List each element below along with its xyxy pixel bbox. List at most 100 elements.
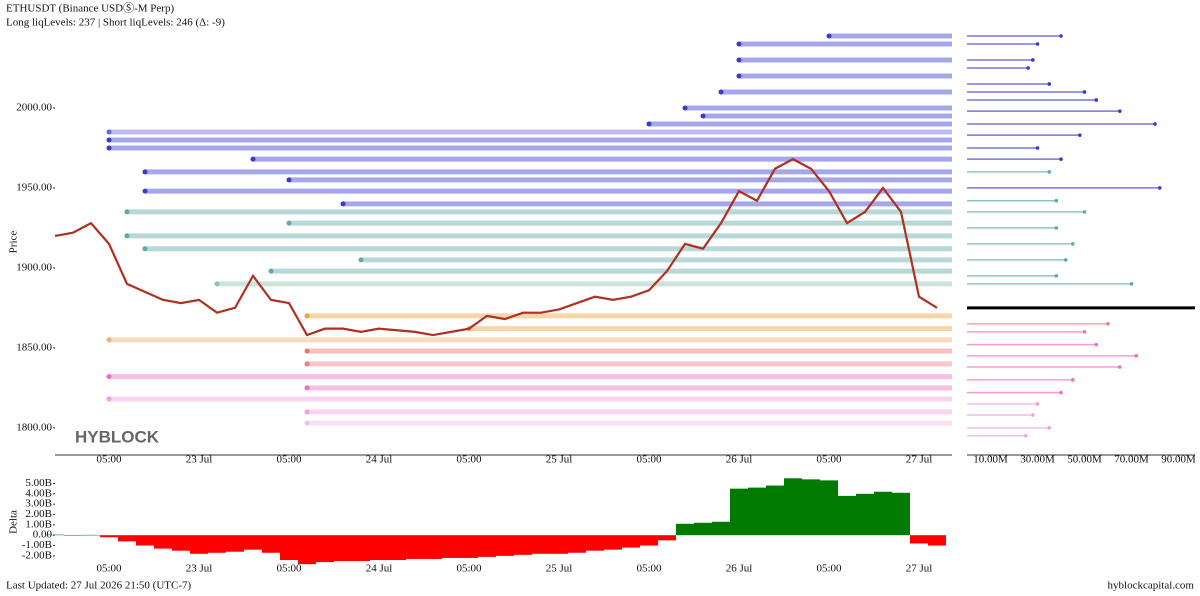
y-axis-label: Delta: [8, 510, 20, 534]
delta-bar: [424, 535, 442, 559]
y-tick-label: 1900.00: [16, 261, 52, 273]
liq-dot: [304, 361, 310, 367]
x-tick-label: 05:00: [96, 454, 122, 466]
liq-size-dot: [1031, 413, 1035, 417]
delta-bar: [352, 535, 370, 562]
liq-dot: [304, 385, 310, 391]
liq-size-dot: [1054, 274, 1059, 278]
liq-size-dot: [1153, 122, 1157, 126]
liq-dot: [700, 113, 706, 119]
liq-size-dot: [1026, 66, 1030, 70]
x-tick-label: 50.00M: [1067, 454, 1102, 466]
liq-size-dot: [1082, 330, 1087, 334]
liq-size-dot: [1054, 198, 1059, 203]
delta-bar: [190, 535, 208, 554]
x-tick-label: 26 Jul: [726, 563, 753, 575]
y-tick-label: 1950.00: [16, 181, 52, 193]
liq-levels: [106, 33, 952, 426]
y-axis-label: Price: [8, 231, 20, 254]
liq-size-dot: [1047, 82, 1052, 86]
liq-size-dot: [1094, 98, 1099, 102]
delta-bar: [478, 535, 496, 557]
delta-bar: [820, 480, 838, 536]
x-tick-label: 05:00: [276, 454, 302, 466]
liq-size-dot: [1059, 157, 1063, 161]
liq-dot: [268, 268, 274, 274]
delta-bar: [334, 535, 352, 562]
liq-dot: [106, 337, 112, 343]
y-tick-label: -2.00B: [22, 549, 52, 561]
liq-size-dot: [1078, 133, 1082, 137]
delta-bar: [442, 535, 460, 558]
y-tick-label: 2.00B: [25, 508, 52, 520]
delta-bar: [262, 535, 280, 553]
chart-title: ETHUSDT (Binance USDⓈ-M Perp): [6, 2, 174, 15]
liq-dot: [286, 177, 292, 183]
liq-size-dot: [1047, 170, 1052, 174]
x-tick-label: 25 Jul: [546, 563, 573, 575]
liq-size-dot: [1117, 109, 1122, 113]
liq-dot: [736, 73, 742, 79]
delta-bar: [892, 492, 910, 536]
delta-bar: [766, 485, 784, 536]
delta-bar: [208, 535, 226, 553]
y-tick-label: 1800.00: [16, 421, 52, 433]
y-tick-label: 3.00B: [25, 498, 52, 510]
liq-dot: [106, 129, 112, 135]
delta-bar: [712, 521, 730, 536]
delta-bar: [388, 535, 406, 561]
liq-size-dot: [1059, 34, 1063, 38]
liq-dot: [358, 257, 364, 263]
footer-site: hyblockcapital.com: [1108, 580, 1195, 592]
liq-dot: [106, 396, 112, 402]
x-tick-label: 26 Jul: [726, 454, 753, 466]
delta-bar: [550, 535, 568, 554]
liq-size-dot: [1070, 378, 1075, 382]
delta-bar: [172, 535, 190, 551]
delta-bar: [406, 535, 424, 559]
delta-bar: [370, 535, 388, 561]
delta-bar: [118, 535, 136, 542]
liq-dot: [682, 105, 688, 111]
liq-dot: [646, 121, 652, 127]
delta-bar: [280, 535, 298, 561]
delta-bar: [910, 535, 928, 544]
liq-size-dot: [1035, 402, 1040, 406]
liq-dot: [214, 281, 220, 287]
liq-size-dot: [1031, 58, 1035, 62]
x-tick-label: 05:00: [96, 563, 122, 575]
liq-dot: [718, 89, 724, 95]
delta-bar: [928, 535, 946, 546]
chart-subtitle: Long liqLevels: 237 | Short liqLevels: 2…: [6, 17, 225, 29]
liq-size-dot: [1134, 354, 1139, 358]
liq-size-dot: [1035, 42, 1040, 46]
x-tick-label: 05:00: [456, 454, 482, 466]
delta-bar: [226, 535, 244, 552]
delta-bar: [154, 535, 172, 549]
delta-bar: [298, 535, 316, 565]
liq-dot: [142, 188, 148, 194]
y-tick-label: -1.00B: [22, 539, 52, 551]
x-tick-label: 25 Jul: [546, 454, 573, 466]
footer-updated: Last Updated: 27 Jul 2026 21:50 (UTC-7): [6, 580, 191, 592]
price-line: [54, 157, 938, 337]
liq-dot: [340, 201, 346, 207]
x-tick-label: 27 Jul: [906, 454, 933, 466]
delta-bar: [316, 535, 334, 563]
liq-dot: [304, 420, 310, 426]
x-tick-label: 30.00M: [1020, 454, 1055, 466]
liq-size-dot: [1063, 258, 1068, 262]
x-tick-label: 05:00: [636, 454, 662, 466]
liq-dot: [106, 374, 112, 380]
delta-bar: [856, 493, 874, 536]
x-tick-label: 05:00: [816, 454, 842, 466]
delta-bar: [676, 523, 694, 536]
liq-size-dot: [1082, 210, 1087, 214]
watermark: HYBLOCK: [75, 427, 160, 446]
delta-bar: [514, 535, 532, 555]
delta-bar: [658, 535, 676, 541]
liq-size-dot: [1117, 365, 1122, 369]
delta-bar: [622, 535, 640, 548]
liq-dot: [736, 41, 742, 47]
